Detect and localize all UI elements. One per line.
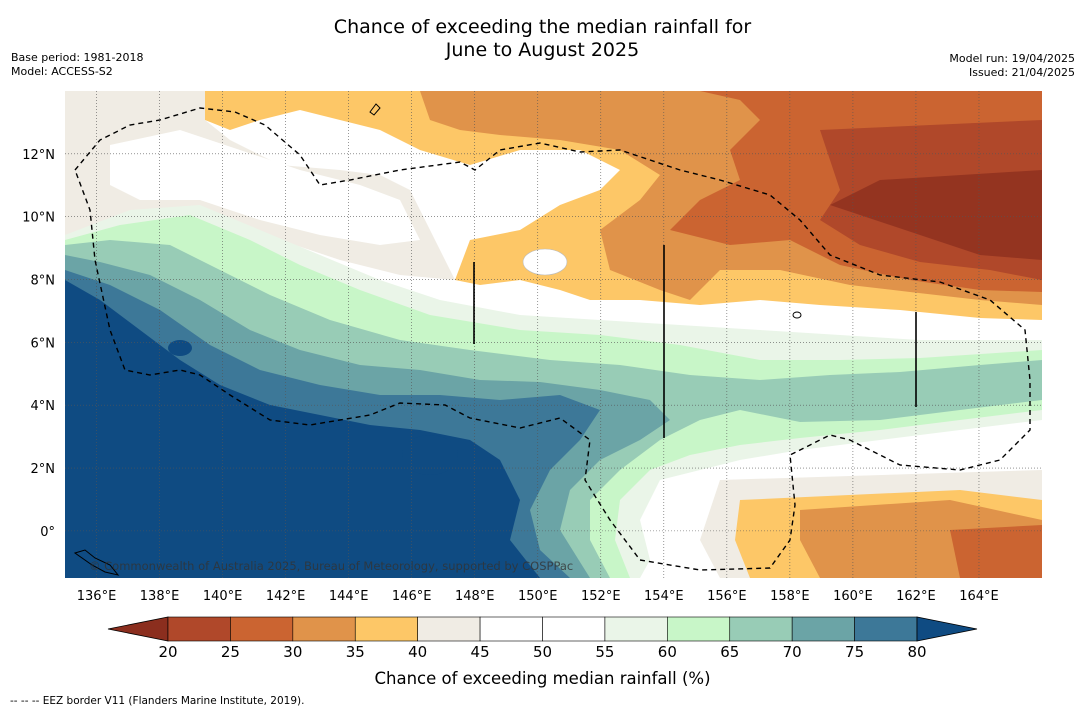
latitude-label: 4°N <box>31 399 56 414</box>
graticule <box>65 91 1042 578</box>
field-band-above-80-small <box>168 340 192 356</box>
field-band-above-80 <box>65 280 540 578</box>
colorbar-over-arrow <box>916 616 978 642</box>
copyright-notice: © Commonwealth of Australia 2025, Bureau… <box>89 559 574 573</box>
colorbar-under-arrow <box>107 616 169 642</box>
latitude-label: 2°N <box>31 462 56 477</box>
longitude-label: 140°E <box>203 589 243 604</box>
longitude-label: 164°E <box>959 589 999 604</box>
colorbar-tick-label: 20 <box>158 643 178 661</box>
longitude-label: 152°E <box>581 589 621 604</box>
field-band-25-30-south <box>950 525 1042 578</box>
colorbar-segment <box>604 616 668 642</box>
latitude-label: 0° <box>40 525 55 540</box>
base-period: Base period: 1981-2018 <box>11 51 144 64</box>
island-outline <box>73 549 120 576</box>
longitude-label: 158°E <box>770 589 810 604</box>
longitude-label: 138°E <box>140 589 180 604</box>
field-band-below-20 <box>830 170 1042 260</box>
issued-date: Issued: 21/04/2025 <box>968 66 1075 79</box>
colorbar-tick-label: 50 <box>532 643 553 661</box>
eez-border <box>74 107 1031 571</box>
map-title-line2: June to August 2025 <box>445 39 640 61</box>
latitude-label: 8°N <box>31 274 56 289</box>
longitude-label: 144°E <box>329 589 369 604</box>
latitude-label: 6°N <box>31 336 56 351</box>
colorbar-segment <box>667 616 731 642</box>
colorbar-segment <box>729 616 793 642</box>
colorbar-tick-label: 40 <box>408 643 428 661</box>
model-run: Model run: 19/04/2025 <box>949 52 1075 65</box>
colorbar <box>107 616 978 642</box>
longitude-label: 154°E <box>644 589 684 604</box>
colorbar-tick-label: 35 <box>345 643 365 661</box>
colorbar-tick-label: 45 <box>470 643 490 661</box>
colorbar-tick-label: 75 <box>845 643 865 661</box>
island-outline <box>369 103 381 116</box>
model-name: Model: ACCESS-S2 <box>11 65 113 78</box>
longitude-label: 136°E <box>77 589 117 604</box>
latitude-label: 10°N <box>22 211 55 226</box>
colorbar-title: Chance of exceeding median rainfall (%) <box>374 669 711 688</box>
colorbar-tick-label: 65 <box>720 643 740 661</box>
colorbar-segment <box>230 616 294 642</box>
colorbar-segment <box>542 616 606 642</box>
colorbar-segment <box>417 616 481 642</box>
colorbar-segment <box>167 616 231 642</box>
colorbar-segment <box>292 616 356 642</box>
colorbar-tick-label: 60 <box>657 643 677 661</box>
longitude-label: 156°E <box>707 589 747 604</box>
colorbar-tick-label: 25 <box>220 643 240 661</box>
eez-legend: -- -- -- EEZ border V11 (Flanders Marine… <box>10 695 305 707</box>
field-band-45-55-west <box>110 130 420 245</box>
colorbar-segment <box>854 616 918 642</box>
rainfall-field <box>65 91 1042 578</box>
colorbar-segment <box>791 616 855 642</box>
island-outline <box>792 311 802 319</box>
map-title-line1: Chance of exceeding the median rainfall … <box>333 16 752 38</box>
colorbar-segment <box>479 616 543 642</box>
colorbar-segment <box>354 616 418 642</box>
colorbar-tick-label: 70 <box>782 643 802 661</box>
longitude-label: 160°E <box>833 589 873 604</box>
longitude-label: 146°E <box>392 589 432 604</box>
longitude-labels: 136°E 138°E 140°E 142°E 144°E 146°E 148°E 150°E… <box>77 589 999 604</box>
field-band-above-80-patch <box>402 435 458 475</box>
colorbar-tick-label: 80 <box>907 643 927 661</box>
latitude-label: 12°N <box>22 148 55 163</box>
longitude-label: 162°E <box>896 589 936 604</box>
longitude-label: 148°E <box>455 589 495 604</box>
field-band-45-55-islet <box>522 248 568 276</box>
longitude-label: 150°E <box>518 589 558 604</box>
longitude-label: 142°E <box>266 589 306 604</box>
colorbar-tick-label: 30 <box>283 643 303 661</box>
colorbar-tick-label: 55 <box>595 643 615 661</box>
latitude-labels: 12°N 10°N 8°N 6°N 4°N 2°N 0° <box>22 148 55 540</box>
